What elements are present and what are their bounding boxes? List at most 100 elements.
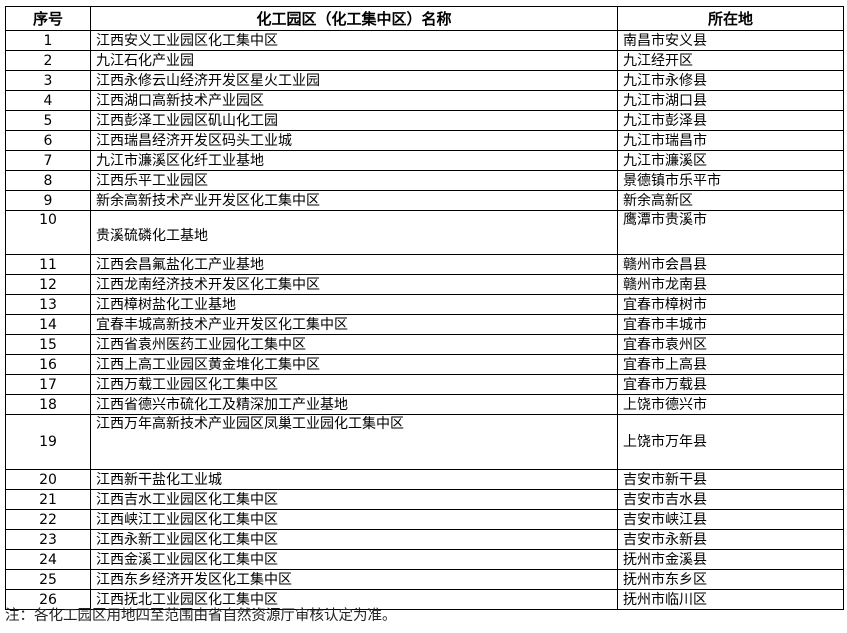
table-row: 1 江西安义工业园区化工集中区 南昌市安义县 (5, 30, 844, 51)
park-name: 贵溪硫磷化工基地 (90, 210, 618, 255)
park-name: 宜春丰城高新技术产业开发区化工集中区 (90, 314, 618, 335)
park-location: 宜春市上高县 (617, 354, 844, 375)
table-row: 5 江西彭泽工业园区矶山化工园 九江市彭泽县 (5, 110, 844, 131)
row-number: 9 (5, 190, 91, 211)
row-number: 26 (5, 589, 91, 610)
park-location: 鹰潭市贵溪市 (617, 210, 844, 255)
park-name: 江西湖口高新技术产业园区 (90, 90, 618, 111)
park-location: 景德镇市乐平市 (617, 170, 844, 191)
row-number: 11 (5, 254, 91, 275)
park-location: 吉安市新干县 (617, 469, 844, 490)
row-number: 8 (5, 170, 91, 191)
park-name: 江西永修云山经济开发区星火工业园 (90, 70, 618, 91)
park-name: 江西新干盐化工业城 (90, 469, 618, 490)
park-location: 九江市湖口县 (617, 90, 844, 111)
row-number: 21 (5, 489, 91, 510)
table-header-row: 序号 化工园区（化工集中区）名称 所在地 (5, 6, 844, 31)
park-location: 宜春市万载县 (617, 374, 844, 395)
park-name: 江西吉水工业园区化工集中区 (90, 489, 618, 510)
row-number: 7 (5, 150, 91, 171)
header-no: 序号 (5, 6, 91, 31)
row-number: 13 (5, 294, 91, 315)
table-row: 17 江西万载工业园区化工集中区 宜春市万载县 (5, 374, 844, 395)
park-location: 吉安市吉水县 (617, 489, 844, 510)
row-number: 16 (5, 354, 91, 375)
table-row: 4 江西湖口高新技术产业园区 九江市湖口县 (5, 90, 844, 111)
table-row: 16 江西上高工业园区黄金堆化工集中区 宜春市上高县 (5, 354, 844, 375)
park-name: 江西安义工业园区化工集中区 (90, 30, 618, 51)
table-row: 13 江西樟树盐化工业基地 宜春市樟树市 (5, 294, 844, 315)
row-number: 17 (5, 374, 91, 395)
park-location: 九江市永修县 (617, 70, 844, 91)
park-location: 抚州市临川区 (617, 589, 844, 610)
table-row: 14 宜春丰城高新技术产业开发区化工集中区 宜春市丰城市 (5, 314, 844, 335)
chemical-parks-table: 序号 化工园区（化工集中区）名称 所在地 1 江西安义工业园区化工集中区 南昌市安义… (5, 6, 844, 610)
park-location: 吉安市峡江县 (617, 509, 844, 530)
park-location: 新余高新区 (617, 190, 844, 211)
park-name: 江西彭泽工业园区矶山化工园 (90, 110, 618, 131)
table-row: 11 江西会昌氟盐化工产业基地 赣州市会昌县 (5, 254, 844, 275)
park-location: 抚州市东乡区 (617, 569, 844, 590)
row-number: 6 (5, 130, 91, 151)
row-number: 22 (5, 509, 91, 530)
table-row: 23 江西永新工业园区化工集中区 吉安市永新县 (5, 529, 844, 550)
park-location: 抚州市金溪县 (617, 549, 844, 570)
park-name: 江西永新工业园区化工集中区 (90, 529, 618, 550)
park-location: 宜春市樟树市 (617, 294, 844, 315)
table-row: 8 江西乐平工业园区 景德镇市乐平市 (5, 170, 844, 191)
park-location: 赣州市会昌县 (617, 254, 844, 275)
park-name: 江西乐平工业园区 (90, 170, 618, 191)
table-row: 3 江西永修云山经济开发区星火工业园 九江市永修县 (5, 70, 844, 91)
row-number: 1 (5, 30, 91, 51)
park-name: 江西金溪工业园区化工集中区 (90, 549, 618, 570)
park-location: 九江市瑞昌市 (617, 130, 844, 151)
table-row: 26 江西抚北工业园区化工集中区 抚州市临川区 (5, 589, 844, 610)
row-number: 23 (5, 529, 91, 550)
park-name: 江西上高工业园区黄金堆化工集中区 (90, 354, 618, 375)
table-row: 20 江西新干盐化工业城 吉安市新干县 (5, 469, 844, 490)
table-row: 15 江西省袁州医药工业园化工集中区 宜春市袁州区 (5, 334, 844, 355)
park-location: 上饶市德兴市 (617, 394, 844, 415)
row-number: 10 (5, 210, 91, 255)
row-number: 25 (5, 569, 91, 590)
park-name: 江西会昌氟盐化工产业基地 (90, 254, 618, 275)
park-location: 宜春市袁州区 (617, 334, 844, 355)
table-row: 19 江西万年高新技术产业园区凤巢工业园化工集中区 上饶市万年县 (5, 414, 844, 470)
park-name: 江西万年高新技术产业园区凤巢工业园化工集中区 (90, 414, 618, 470)
row-number: 15 (5, 334, 91, 355)
park-name: 九江石化产业园 (90, 50, 618, 71)
park-location: 九江市彭泽县 (617, 110, 844, 131)
table-row: 6 江西瑞昌经济开发区码头工业城 九江市瑞昌市 (5, 130, 844, 151)
table-row: 9 新余高新技术产业开发区化工集中区 新余高新区 (5, 190, 844, 211)
table-row: 12 江西龙南经济技术开发区化工集中区 赣州市龙南县 (5, 274, 844, 295)
park-name: 江西万载工业园区化工集中区 (90, 374, 618, 395)
row-number: 14 (5, 314, 91, 335)
park-location: 九江市濂溪区 (617, 150, 844, 171)
row-number: 2 (5, 50, 91, 71)
park-location: 九江经开区 (617, 50, 844, 71)
table-row: 22 江西峡江工业园区化工集中区 吉安市峡江县 (5, 509, 844, 530)
park-name: 江西龙南经济技术开发区化工集中区 (90, 274, 618, 295)
park-name: 江西樟树盐化工业基地 (90, 294, 618, 315)
row-number: 5 (5, 110, 91, 131)
park-name: 江西东乡经济开发区化工集中区 (90, 569, 618, 590)
table-row: 25 江西东乡经济开发区化工集中区 抚州市东乡区 (5, 569, 844, 590)
row-number: 18 (5, 394, 91, 415)
table-row: 2 九江石化产业园 九江经开区 (5, 50, 844, 71)
row-number: 20 (5, 469, 91, 490)
park-name: 江西省德兴市硫化工及精深加工产业基地 (90, 394, 618, 415)
park-location: 上饶市万年县 (617, 414, 844, 470)
header-name: 化工园区（化工集中区）名称 (90, 6, 618, 31)
park-name: 九江市濂溪区化纤工业基地 (90, 150, 618, 171)
row-number: 24 (5, 549, 91, 570)
park-location: 宜春市丰城市 (617, 314, 844, 335)
table-row: 24 江西金溪工业园区化工集中区 抚州市金溪县 (5, 549, 844, 570)
park-name: 江西省袁州医药工业园化工集中区 (90, 334, 618, 355)
park-name: 新余高新技术产业开发区化工集中区 (90, 190, 618, 211)
park-location: 吉安市永新县 (617, 529, 844, 550)
header-location: 所在地 (617, 6, 844, 31)
park-location: 赣州市龙南县 (617, 274, 844, 295)
table-row: 21 江西吉水工业园区化工集中区 吉安市吉水县 (5, 489, 844, 510)
footnote: 注：各化工园区用地四至范围由省自然资源厅审核认定为准。 (5, 608, 397, 624)
park-name: 江西峡江工业园区化工集中区 (90, 509, 618, 530)
